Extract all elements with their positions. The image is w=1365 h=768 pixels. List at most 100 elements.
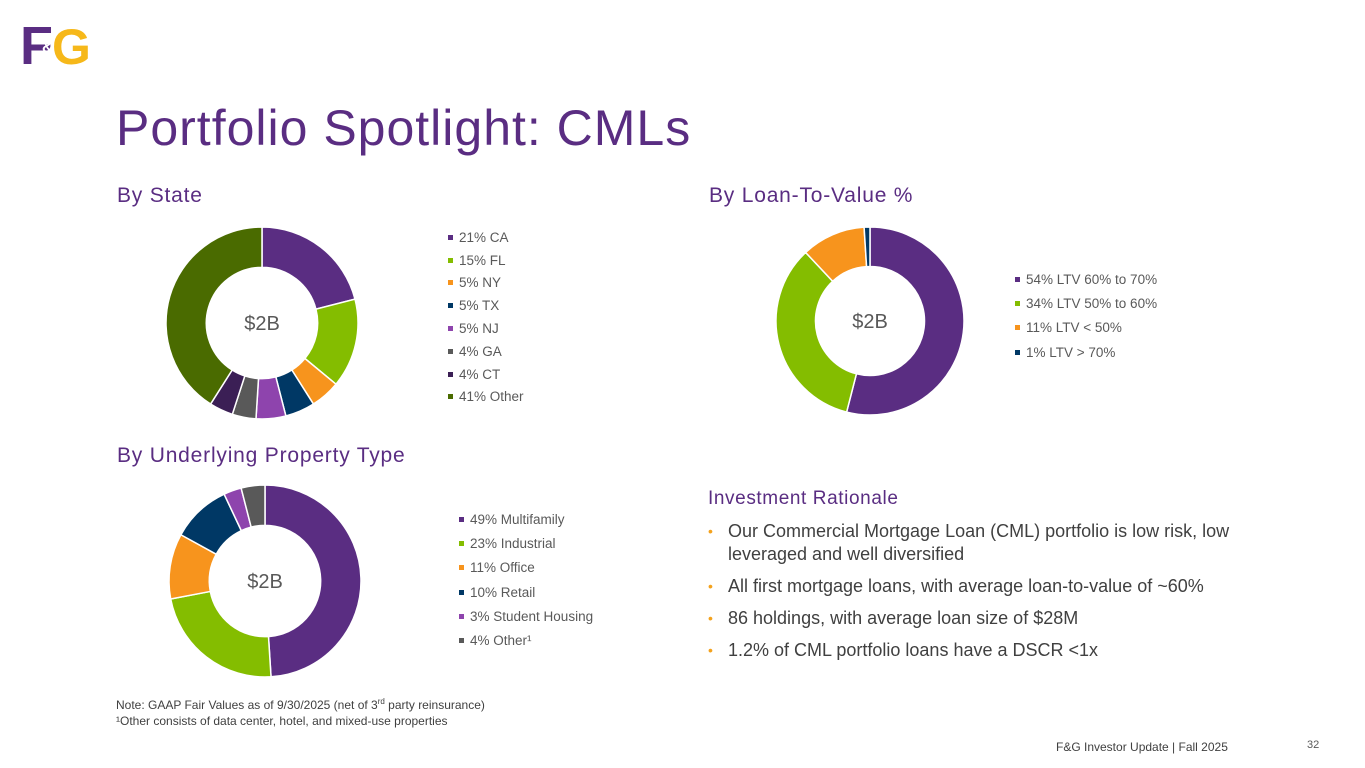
legend-item-34-ltv-50-to-60: 34% LTV 50% to 60%	[1015, 291, 1157, 315]
rationale-title: Investment Rationale	[708, 488, 899, 509]
legend-label: 11% Office	[470, 560, 535, 576]
legend-item-1-ltv-70: 1% LTV > 70%	[1015, 340, 1157, 364]
donut-center-label: $2B	[244, 313, 280, 335]
legend-swatch	[448, 280, 453, 286]
legend-item-54-ltv-60-to-70: 54% LTV 60% to 70%	[1015, 267, 1157, 291]
fg-logo: F G &	[20, 16, 92, 76]
section-title-by-property: By Underlying Property Type	[117, 444, 406, 467]
donut-center-label: $2B	[852, 311, 888, 333]
legend-swatch	[448, 303, 453, 309]
donut-slice-34-ltv-50-to-60	[775, 251, 858, 413]
section-title-by-ltv: By Loan-To-Value %	[709, 184, 914, 207]
legend-swatch	[1015, 325, 1020, 331]
legend-item-15-fl: 15% FL	[448, 249, 524, 272]
legend-item-23-industrial: 23% Industrial	[459, 531, 593, 555]
legend-by-state: 21% CA 15% FL 5% NY 5% TX 5% NJ 4% GA 4% CT 41%…	[448, 226, 524, 408]
legend-label: 11% LTV < 50%	[1026, 320, 1122, 336]
legend-item-49-multifamily: 49% Multifamily	[459, 507, 593, 531]
bullet-dot: •	[708, 610, 713, 626]
donut-chart-by-property: $2B	[168, 484, 362, 678]
footer-text: F&G Investor Update | Fall 2025	[1056, 740, 1228, 754]
rationale-bullet: • Our Commercial Mortgage Loan (CML) port…	[708, 520, 1268, 566]
donut-chart-by-state: $2B	[165, 226, 359, 420]
fg-logo-mark: F G &	[20, 16, 91, 76]
legend-label: 23% Industrial	[470, 535, 556, 551]
legend-swatch	[448, 257, 453, 263]
legend-swatch	[1015, 300, 1020, 306]
footnote-superscript: rd	[377, 697, 385, 706]
legend-item-41-other: 41% Other	[448, 386, 524, 409]
donut-slice-49-multifamily	[264, 484, 362, 678]
legend-item-11-ltv-50: 11% LTV < 50%	[1015, 316, 1157, 340]
donut-chart-by-ltv: $2B	[775, 226, 965, 416]
footnote-text: party reinsurance)	[384, 698, 485, 712]
legend-item-21-ca: 21% CA	[448, 226, 524, 249]
legend-swatch	[1015, 349, 1020, 355]
bullet-dot: •	[708, 642, 713, 658]
legend-item-3-student-housing: 3% Student Housing	[459, 604, 593, 628]
legend-swatch	[459, 565, 464, 571]
rationale-bullet-text: Our Commercial Mortgage Loan (CML) portf…	[728, 521, 1230, 564]
rationale-bullet: • 86 holdings, with average loan size of …	[708, 607, 1268, 630]
legend-label: 54% LTV 60% to 70%	[1026, 271, 1158, 287]
donut-slice-23-industrial	[169, 590, 272, 678]
legend-label: 1% LTV > 70%	[1026, 344, 1116, 360]
legend-item-4-other: 4% Other¹	[459, 628, 593, 652]
footnote-text: Note: GAAP Fair Values as of 9/30/2025 (…	[116, 698, 378, 712]
legend-by-property: 49% Multifamily 23% Industrial 11% Office 1…	[459, 507, 593, 653]
rationale-bullet-text: All first mortgage loans, with average l…	[728, 576, 1204, 596]
donut-slice-21-ca	[261, 226, 356, 311]
legend-item-5-ny: 5% NY	[448, 272, 524, 295]
logo-letter-g: G	[52, 19, 91, 68]
donut-slice-1-ltv-70	[863, 226, 871, 268]
legend-label: 49% Multifamily	[470, 511, 565, 527]
legend-swatch	[1015, 276, 1020, 282]
legend-by-ltv: 54% LTV 60% to 70% 34% LTV 50% to 60% 11% …	[1015, 267, 1157, 364]
bullet-dot: •	[708, 523, 713, 539]
legend-label: 5% NJ	[459, 321, 499, 337]
legend-label: 4% GA	[459, 343, 502, 359]
footnote-line-2: ¹Other consists of data center, hotel, a…	[116, 714, 448, 728]
page-title: Portfolio Spotlight: CMLs	[116, 100, 692, 156]
legend-label: 41% Other	[459, 389, 524, 405]
legend-label: 15% FL	[459, 252, 506, 268]
section-title-by-state: By State	[117, 184, 203, 207]
legend-label: 34% LTV 50% to 60%	[1026, 295, 1158, 311]
legend-label: 4% Other¹	[470, 633, 532, 649]
legend-label: 10% Retail	[470, 584, 536, 600]
rationale-bullet-list: • Our Commercial Mortgage Loan (CML) port…	[708, 520, 1268, 671]
logo-ampersand: &	[42, 39, 54, 56]
footnote: Note: GAAP Fair Values as of 9/30/2025 (…	[116, 694, 485, 729]
footnote-line-1: Note: GAAP Fair Values as of 9/30/2025 (…	[116, 694, 485, 713]
legend-item-10-retail: 10% Retail	[459, 580, 593, 604]
legend-swatch	[448, 348, 453, 354]
donut-slice-4-other	[240, 484, 266, 528]
rationale-bullet: • All first mortgage loans, with average …	[708, 575, 1268, 598]
rationale-bullet-text: 86 holdings, with average loan size of $…	[728, 608, 1079, 628]
legend-swatch	[459, 638, 464, 644]
legend-item-11-office: 11% Office	[459, 556, 593, 580]
donut-center-label: $2B	[247, 571, 283, 593]
bullet-dot: •	[708, 578, 713, 594]
legend-swatch	[459, 589, 464, 595]
legend-item-5-nj: 5% NJ	[448, 317, 524, 340]
legend-swatch	[459, 613, 464, 619]
donut-slice-41-other	[165, 226, 263, 406]
legend-item-5-tx: 5% TX	[448, 294, 524, 317]
legend-item-4-ct: 4% CT	[448, 363, 524, 386]
page-number: 32	[1307, 739, 1320, 751]
legend-swatch	[448, 234, 453, 240]
legend-label: 21% CA	[459, 229, 509, 245]
legend-item-4-ga: 4% GA	[448, 340, 524, 363]
legend-swatch	[448, 371, 453, 377]
legend-swatch	[459, 540, 464, 546]
rationale-bullet: • 1.2% of CML portfolio loans have a DSCR…	[708, 639, 1268, 662]
donut-slice-54-ltv-60-to-70	[845, 226, 965, 416]
legend-swatch	[459, 516, 464, 522]
legend-label: 4% CT	[459, 366, 501, 382]
legend-swatch	[448, 394, 453, 400]
rationale-bullet-text: 1.2% of CML portfolio loans have a DSCR …	[728, 640, 1099, 660]
logo-letter-f: F	[20, 16, 53, 68]
legend-label: 5% NY	[459, 275, 502, 291]
legend-label: 3% Student Housing	[470, 608, 594, 624]
